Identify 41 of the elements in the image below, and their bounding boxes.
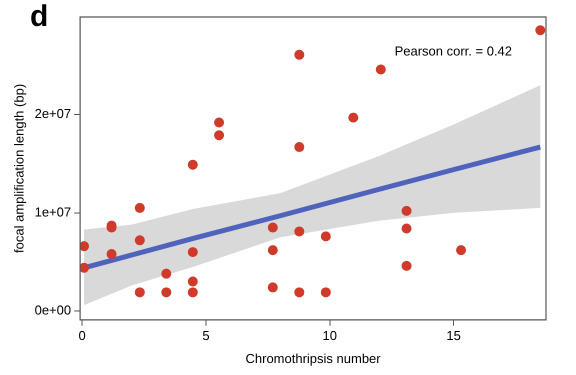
point <box>214 118 224 128</box>
x-tick-label: 15 <box>446 328 461 344</box>
point <box>188 160 198 170</box>
y-tick-label: 1e+07 <box>34 204 72 220</box>
point <box>161 287 172 298</box>
point <box>348 112 358 123</box>
point <box>268 222 278 233</box>
point <box>294 226 304 236</box>
x-axis-title: Chromothripsis number <box>246 350 382 366</box>
point <box>268 282 278 292</box>
point <box>214 130 224 140</box>
chart-title: d <box>30 0 48 34</box>
point <box>106 249 117 260</box>
x-tick-label: 5 <box>202 328 210 344</box>
annotation: Pearson corr. = 0.42 <box>394 44 512 59</box>
y-axis-title: focal amplification length (bp) <box>11 84 26 253</box>
point <box>320 231 331 242</box>
point <box>535 25 546 36</box>
x-tick-label: 0 <box>78 328 86 344</box>
point <box>188 247 198 258</box>
y-tick-label: 0e+00 <box>34 302 72 318</box>
point <box>188 276 198 287</box>
point <box>402 260 412 271</box>
point <box>294 50 304 60</box>
point <box>134 287 145 298</box>
point <box>402 224 412 234</box>
point <box>294 287 304 298</box>
point <box>161 268 172 279</box>
point <box>456 245 466 256</box>
point <box>402 206 412 216</box>
point <box>188 287 198 298</box>
point <box>80 241 90 252</box>
point <box>80 262 90 273</box>
point <box>134 202 145 213</box>
point <box>320 287 331 298</box>
point <box>134 235 145 246</box>
point <box>376 64 386 75</box>
y-tick-label: 2e+07 <box>34 106 72 122</box>
point <box>294 142 304 152</box>
x-tick-label: 10 <box>322 328 338 344</box>
point <box>268 245 278 256</box>
